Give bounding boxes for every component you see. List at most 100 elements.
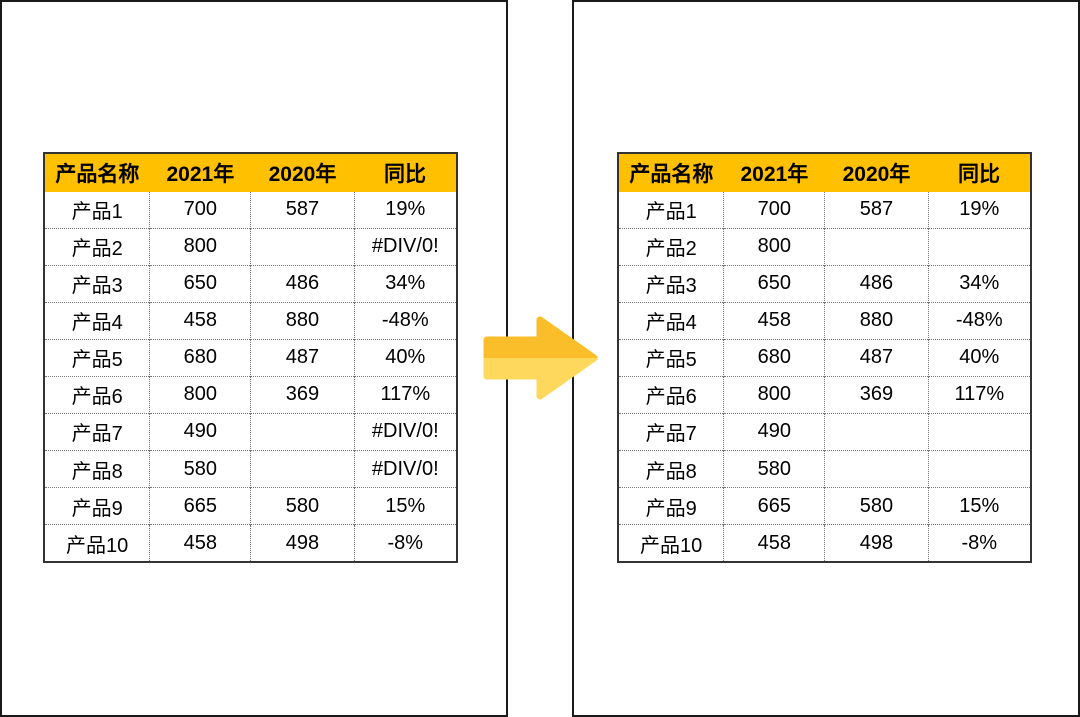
table-cell: 369 [824, 375, 929, 414]
table-cell: 117% [927, 375, 1030, 414]
column-header: 产品名称 [619, 154, 724, 192]
right-arrow-icon [483, 313, 598, 403]
table-cell: 880 [824, 301, 929, 340]
column-header: 2021年 [723, 154, 825, 192]
table-cell: 产品1 [645, 201, 697, 224]
table-cell: 498 [824, 524, 929, 561]
table-row: 产品3 650 486 34% [45, 264, 456, 303]
column-header: 同比 [928, 154, 1030, 192]
table-cell: 产品6 [619, 375, 724, 414]
table-row: 产品6 800 369 117% [45, 375, 456, 414]
table-cell: #DIV/0! [353, 412, 456, 451]
table-cell: 产品3 [619, 264, 724, 303]
table-cell: #DIV/0! [353, 449, 456, 488]
table-cell: 665 [723, 487, 825, 525]
table-row: 产品4 458 880 -48% [619, 301, 1030, 340]
table-cell: 458 [149, 524, 251, 561]
table-cell: 产品1 [71, 201, 123, 224]
table-cell [927, 412, 1030, 451]
table-cell: 587 [824, 192, 929, 229]
table-cell: 486 [250, 264, 355, 303]
table-cell: 680 [149, 338, 251, 377]
table-cell: 800 [723, 227, 825, 266]
column-header: 2021年 [149, 154, 251, 192]
table-cell: 700 [149, 192, 251, 229]
table-after: 产品名称 2021年 2020年 同比 产品1 700 587 19% 产品2 800 产品3 650… [619, 154, 1030, 561]
table-cell: 产品8 [619, 449, 724, 488]
table-row: 产品10 458 498 -8% [45, 524, 456, 561]
table-cell: 15% [353, 487, 456, 525]
table-cell: 产品6 [45, 375, 150, 414]
table-row: 产品6 800 369 117% [619, 375, 1030, 414]
table-row: 产品1 700 587 19% [619, 192, 1030, 229]
table-cell: 580 [824, 487, 929, 525]
table-cell: -48% [353, 301, 456, 340]
table-cell: 880 [250, 301, 355, 340]
table-row: 产品7 490 #DIV/0! [45, 412, 456, 451]
table-cell: 680 [723, 338, 825, 377]
table-row: 产品10 458 498 -8% [619, 524, 1030, 561]
table-cell: 产品2 [619, 227, 724, 266]
table-row: 产品2 800 [619, 227, 1030, 266]
table-cell: 800 [723, 375, 825, 414]
table-cell: 产品9 [619, 487, 724, 525]
table-cell: 产品4 [45, 301, 150, 340]
table-cell [250, 449, 355, 488]
table-cell: 产品5 [619, 338, 724, 377]
table-cell: 700 [723, 192, 825, 229]
table-before-wrapper: 产品名称 2021年 2020年 同比 产品1 700 587 19% 产品2 800 #DIV/0… [43, 152, 458, 563]
table-row: 产品1 700 587 19% [45, 192, 456, 229]
table-cell: 产品10 [45, 524, 150, 561]
table-cell: 19% [927, 192, 1030, 229]
table-cell: 498 [250, 524, 355, 561]
table-row: 产品2 800 #DIV/0! [45, 227, 456, 266]
table-cell: 40% [927, 338, 1030, 377]
column-header: 同比 [354, 154, 456, 192]
table-cell [250, 412, 355, 451]
table-cell: 产品7 [45, 412, 150, 451]
table-cell: 产品7 [619, 412, 724, 451]
table-row: 产品8 580 #DIV/0! [45, 449, 456, 488]
table-cell: 产品2 [45, 227, 150, 266]
table-cell [824, 412, 929, 451]
table-cell: 800 [149, 227, 251, 266]
table-row: 产品9 665 580 15% [45, 487, 456, 525]
table-row: 产品4 458 880 -48% [45, 301, 456, 340]
table-cell: 40% [353, 338, 456, 377]
table-cell: 486 [824, 264, 929, 303]
table-cell: 800 [149, 375, 251, 414]
table-cell: 458 [723, 301, 825, 340]
table-cell: 15% [927, 487, 1030, 525]
table-cell: 487 [250, 338, 355, 377]
table-cell: 34% [353, 264, 456, 303]
table-row: 产品5 680 487 40% [45, 338, 456, 377]
table-row: 产品7 490 [619, 412, 1030, 451]
table-cell: 117% [353, 375, 456, 414]
table-cell: 490 [723, 412, 825, 451]
table-cell: 665 [149, 487, 251, 525]
table-cell [824, 449, 929, 488]
table-cell: 产品9 [45, 487, 150, 525]
column-header: 2020年 [824, 154, 929, 192]
table-row: 产品5 680 487 40% [619, 338, 1030, 377]
table-cell: 490 [149, 412, 251, 451]
table-row: 产品3 650 486 34% [619, 264, 1030, 303]
table-cell: 587 [250, 192, 355, 229]
table-cell: 产品4 [619, 301, 724, 340]
header-row: 产品名称 2021年 2020年 同比 [45, 154, 456, 192]
table-cell: 产品3 [45, 264, 150, 303]
table-cell: -8% [927, 524, 1030, 561]
table-cell: 580 [723, 449, 825, 488]
table-row: 产品9 665 580 15% [619, 487, 1030, 525]
table-cell [927, 227, 1030, 266]
table-cell: 580 [250, 487, 355, 525]
table-cell: 580 [149, 449, 251, 488]
table-cell: 产品8 [45, 449, 150, 488]
table-cell: 458 [723, 524, 825, 561]
table-row: 产品8 580 [619, 449, 1030, 488]
table-cell: 458 [149, 301, 251, 340]
table-cell [824, 227, 929, 266]
table-cell: 19% [353, 192, 456, 229]
header-row: 产品名称 2021年 2020年 同比 [619, 154, 1030, 192]
